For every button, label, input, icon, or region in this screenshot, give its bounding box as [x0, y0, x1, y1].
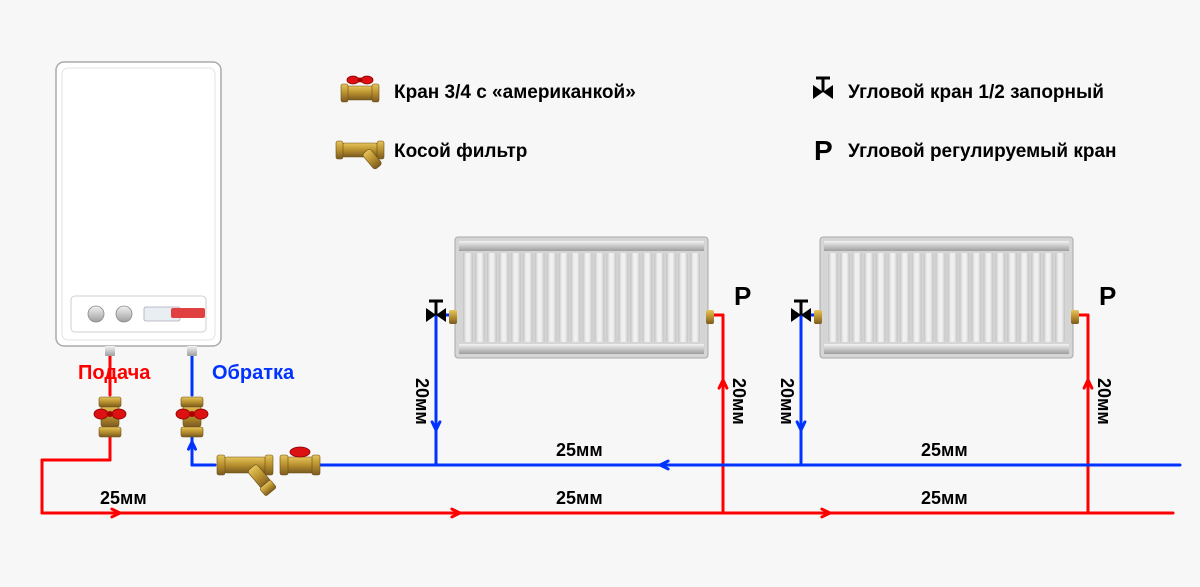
- size-supply-left: 25мм: [100, 488, 147, 509]
- marker-P-rad2: Р: [1099, 281, 1116, 312]
- size-riser-sup-rad1: 20мм: [728, 378, 749, 425]
- radiator-1: [449, 237, 714, 358]
- supply-label: Подача: [78, 362, 150, 385]
- return-label: Обратка: [212, 362, 294, 385]
- size-supply-mid: 25мм: [556, 488, 603, 509]
- size-riser-ret-rad1: 20мм: [411, 378, 432, 425]
- ball-valve-supply: [94, 397, 126, 437]
- legend-strainer-icon: [336, 141, 384, 170]
- marker-P-rad1: Р: [734, 281, 751, 312]
- ball-valve-return-inline: [280, 447, 320, 475]
- boiler: [56, 62, 221, 346]
- legend-angle-valve-label: Угловой кран 1/2 запорный: [848, 82, 1104, 104]
- legend-strainer-label: Косой фильтр: [394, 141, 527, 163]
- legend-P-icon: Р: [814, 135, 833, 166]
- ball-valve-return: [176, 397, 208, 437]
- size-riser-sup-rad2: 20мм: [1093, 378, 1114, 425]
- legend-ball-valve-label: Кран 3/4 с «американкой»: [394, 82, 636, 104]
- radiator-2: [814, 237, 1079, 358]
- size-riser-ret-rad2: 20мм: [776, 378, 797, 425]
- size-return-mid: 25мм: [556, 440, 603, 461]
- strainer-return: [217, 455, 277, 496]
- legend-reg-valve-label: Угловой регулируемый кран: [848, 141, 1117, 163]
- legend-ball-valve-icon: [341, 76, 379, 102]
- size-return-right: 25мм: [921, 440, 968, 461]
- size-supply-right: 25мм: [921, 488, 968, 509]
